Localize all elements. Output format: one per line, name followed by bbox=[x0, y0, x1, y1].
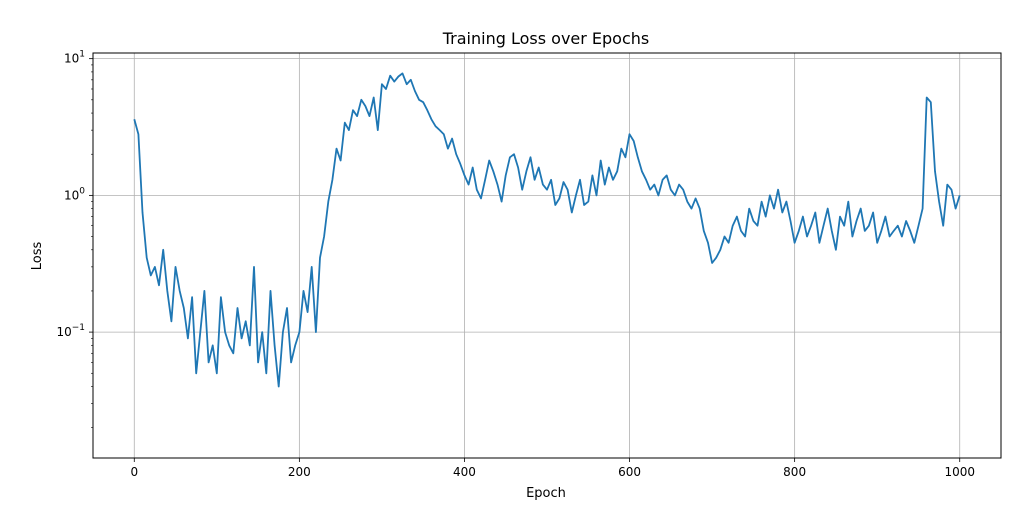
plot-area-frame bbox=[92, 52, 1002, 459]
x-tick-label: 800 bbox=[783, 465, 806, 479]
x-tick-label: 1000 bbox=[944, 465, 975, 479]
y-axis-label: Loss bbox=[30, 242, 45, 271]
chart-title: Training Loss over Epochs bbox=[442, 29, 650, 48]
series-layer bbox=[133, 72, 961, 388]
x-axis-label: Epoch bbox=[526, 486, 566, 501]
grid bbox=[93, 53, 1001, 458]
y-tick-label: 10−1 bbox=[56, 323, 85, 339]
ticks: 0 200 400 600 800 1000 10−1 100 101 bbox=[56, 50, 975, 479]
x-tick-label: 600 bbox=[618, 465, 641, 479]
x-tick-label: 400 bbox=[453, 465, 476, 479]
x-tick-label: 200 bbox=[288, 465, 311, 479]
y-tick-label: 101 bbox=[64, 50, 85, 66]
x-tick-label: 0 bbox=[130, 465, 138, 479]
y-tick-label: 100 bbox=[64, 186, 85, 202]
loss-series-line bbox=[133, 72, 961, 388]
